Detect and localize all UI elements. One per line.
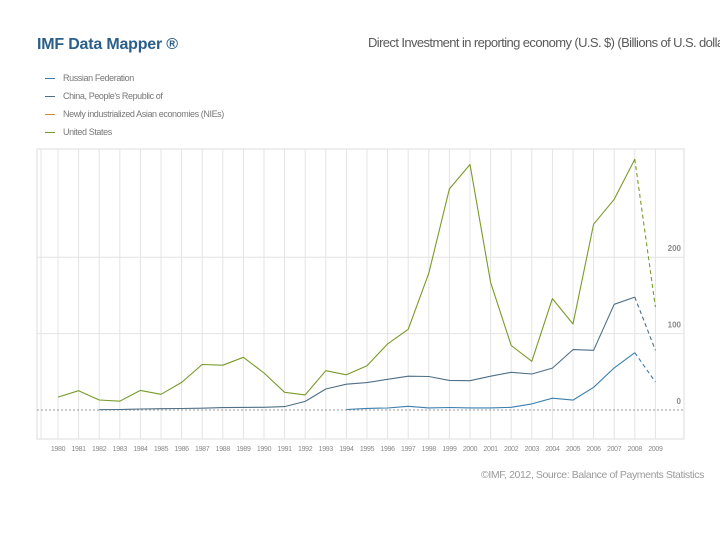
legend-item-russia[interactable]: Russian Federation xyxy=(40,69,224,87)
x-tick-label: 1999 xyxy=(442,446,457,453)
legend-swatch-us xyxy=(45,131,55,133)
x-tick-label: 1987 xyxy=(195,446,210,453)
y-tick-label: 200 xyxy=(668,244,682,253)
legend-item-nies[interactable]: Newly industrialized Asian economies (NI… xyxy=(40,105,224,123)
x-tick-label: 1994 xyxy=(339,446,354,453)
source-note: ©IMF, 2012, Source: Balance of Payments … xyxy=(481,469,704,481)
chart-title: Direct Investment in reporting economy (… xyxy=(368,35,720,50)
x-tick-label: 2001 xyxy=(483,446,498,453)
x-tick-label: 1996 xyxy=(380,446,395,453)
series-line-us-estimate xyxy=(634,159,656,308)
series-line-china-estimate xyxy=(634,296,656,351)
legend-swatch-china xyxy=(45,95,55,97)
x-tick-label: 2005 xyxy=(566,446,581,453)
legend-item-us[interactable]: United States xyxy=(40,123,224,141)
legend-label-china: China, People's Republic of xyxy=(63,91,163,101)
x-tick-label: 1991 xyxy=(277,446,292,453)
x-tick-label: 1984 xyxy=(133,446,148,453)
x-tick-label: 1995 xyxy=(360,446,375,453)
x-tick-label: 1997 xyxy=(401,446,416,453)
x-tick-label: 2009 xyxy=(648,446,663,453)
x-tick-label: 1983 xyxy=(113,446,128,453)
x-tick-label: 1989 xyxy=(236,446,251,453)
x-tick-label: 2003 xyxy=(525,446,540,453)
x-tick-label: 2008 xyxy=(628,446,643,453)
x-tick-label: 1990 xyxy=(257,446,272,453)
chart-legend: Russian Federation China, People's Repub… xyxy=(40,69,224,141)
y-tick-label: 100 xyxy=(668,321,682,330)
x-tick-label: 1985 xyxy=(154,446,169,453)
legend-label-nies: Newly industrialized Asian economies (NI… xyxy=(63,109,224,119)
x-tick-label: 2004 xyxy=(545,446,560,453)
legend-swatch-russia xyxy=(45,77,55,79)
legend-swatch-nies xyxy=(45,113,55,115)
x-tick-label: 1980 xyxy=(51,446,66,453)
series-line-russia-estimate xyxy=(634,352,656,383)
y-tick-label: 0 xyxy=(677,397,682,406)
series-line-us xyxy=(57,158,636,402)
x-tick-label: 2006 xyxy=(586,446,601,453)
x-tick-label: 1988 xyxy=(216,446,231,453)
x-tick-label: 1986 xyxy=(174,446,189,453)
series-line-russia xyxy=(346,352,636,411)
series-line-china xyxy=(99,296,635,411)
x-tick-label: 1981 xyxy=(71,446,86,453)
legend-item-china[interactable]: China, People's Republic of xyxy=(40,87,224,105)
x-tick-label: 2002 xyxy=(504,446,519,453)
legend-label-us: United States xyxy=(63,127,112,137)
x-tick-label: 1993 xyxy=(319,446,334,453)
x-tick-label: 2000 xyxy=(463,446,478,453)
plot-area xyxy=(36,148,685,440)
x-tick-label: 1982 xyxy=(92,446,107,453)
x-tick-label: 1992 xyxy=(298,446,313,453)
brand-title: IMF Data Mapper ® xyxy=(37,36,178,53)
x-tick-label: 1998 xyxy=(422,446,437,453)
x-tick-label: 2007 xyxy=(607,446,622,453)
legend-label-russia: Russian Federation xyxy=(63,73,134,83)
